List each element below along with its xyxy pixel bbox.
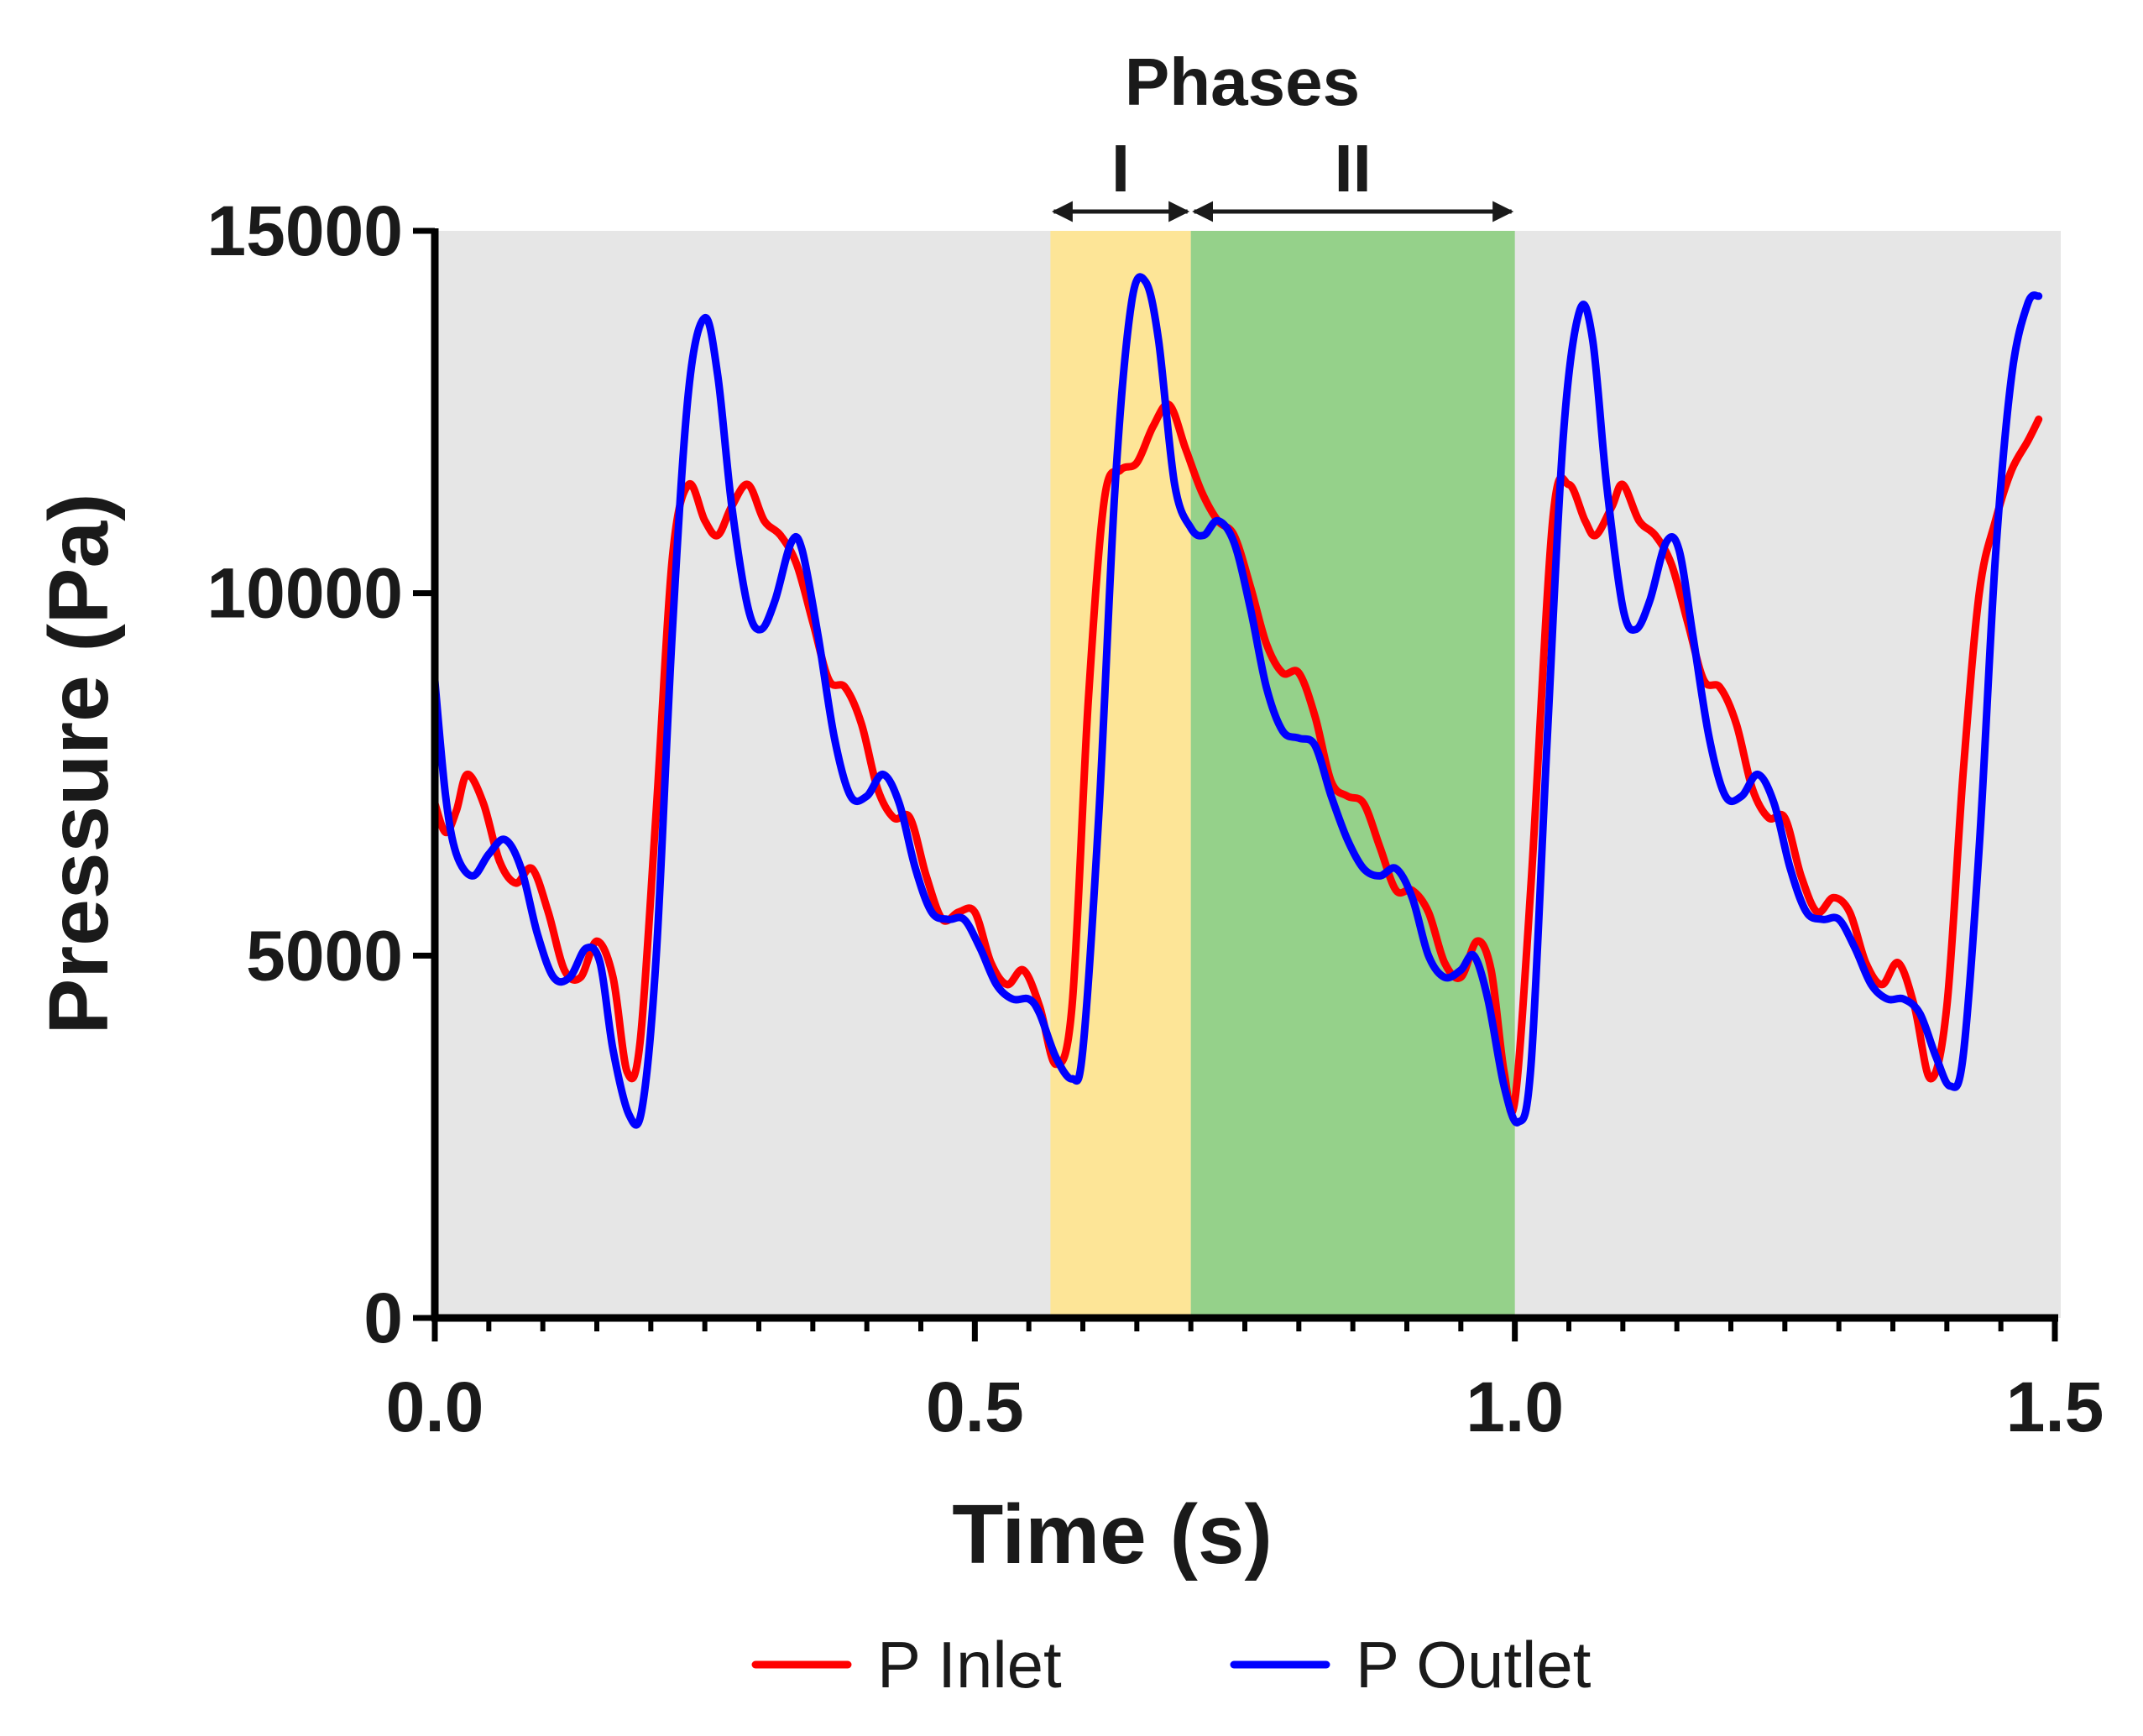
y-tick-label: 15000 xyxy=(206,191,403,270)
phase-label-II: II xyxy=(1334,131,1371,206)
plot-area xyxy=(435,231,2061,1318)
series-layer xyxy=(431,273,2043,1129)
phases-title: Phases xyxy=(1125,44,1360,119)
y-tick-label: 10000 xyxy=(206,554,403,633)
legend-label: P Outlet xyxy=(1356,1628,1592,1702)
y-axis-title: Pressure (Pa) xyxy=(32,494,126,1035)
x-tick-label: 0.5 xyxy=(926,1367,1024,1446)
x-tick-label: 1.0 xyxy=(1466,1367,1564,1446)
x-tick-label: 1.5 xyxy=(2006,1367,2104,1446)
legend-label: P Inlet xyxy=(877,1628,1062,1702)
x-tick-label: 0.0 xyxy=(386,1367,484,1446)
phase-annotation: Phases I II xyxy=(1051,44,1514,222)
y-tick-label: 0 xyxy=(363,1278,403,1357)
x-axis-title: Time (s) xyxy=(952,1488,1273,1582)
y-tick-label: 5000 xyxy=(246,916,403,995)
phase-label-I: I xyxy=(1111,131,1130,206)
legend: P Inlet P Outlet xyxy=(751,1628,1592,1702)
phase-region-II xyxy=(1190,231,1515,1318)
series-line-p-outlet xyxy=(431,273,2043,1129)
axes-layer: 0 5000 10000 15000 0.0 0.5 1.0 1.5 xyxy=(206,191,2104,1446)
